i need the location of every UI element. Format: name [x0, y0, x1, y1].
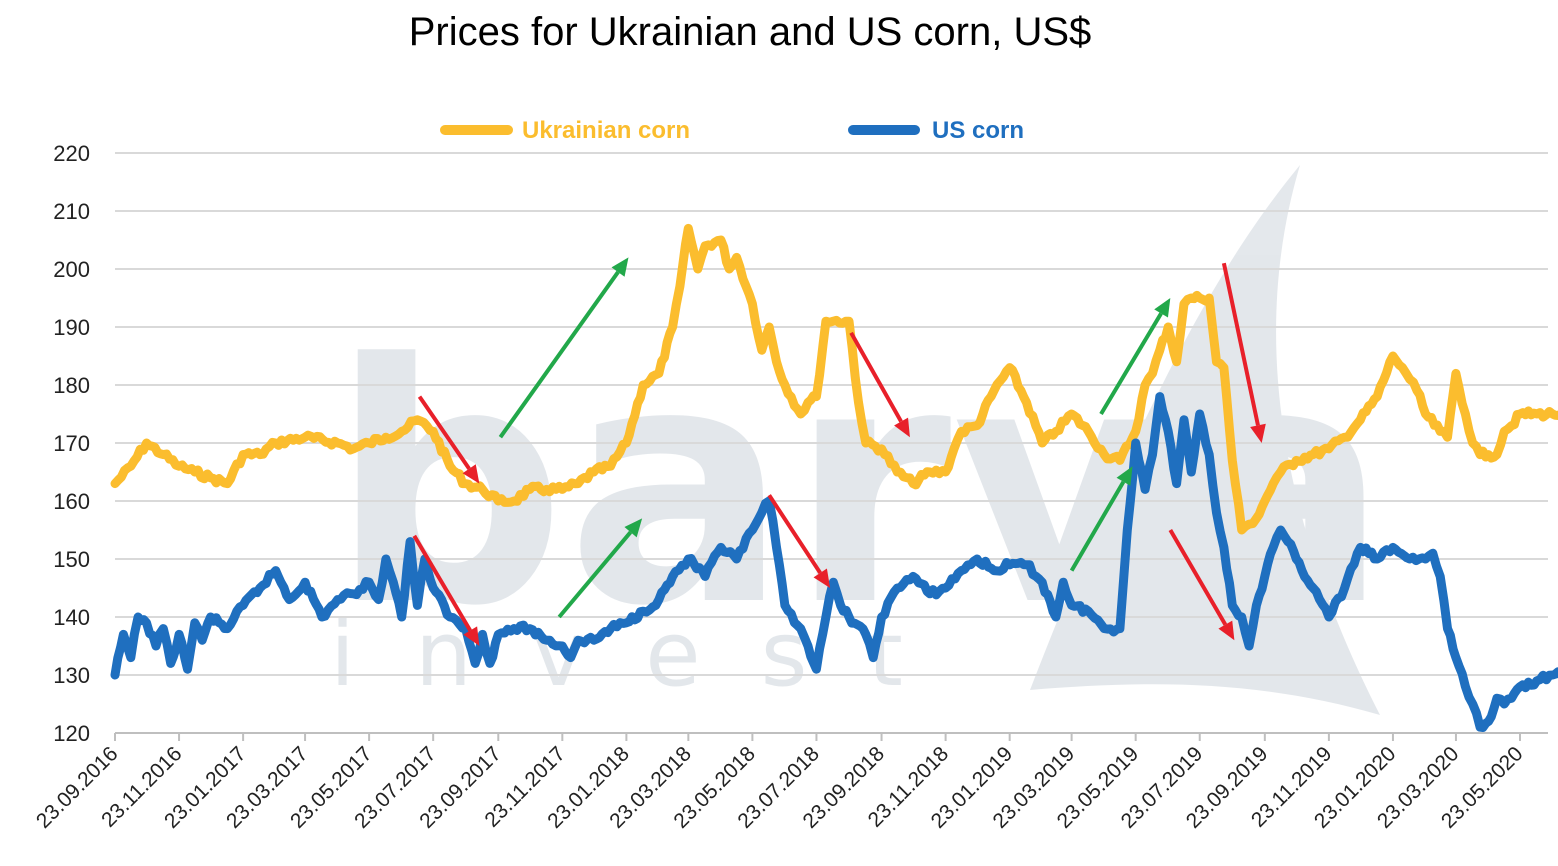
- y-tick-label: 160: [53, 489, 90, 514]
- arrow-shaft: [417, 395, 471, 470]
- y-tick-label: 150: [53, 547, 90, 572]
- arrow-shaft: [767, 494, 822, 575]
- arrow-shaft: [1069, 480, 1126, 572]
- arrow-shaft: [412, 534, 472, 632]
- gridlines: [115, 152, 1548, 734]
- x-axis: 23.09.201623.11.201623.01.201723.03.2017…: [32, 732, 1548, 833]
- arrow-head: [463, 626, 480, 646]
- arrow-shaft: [1221, 262, 1260, 426]
- legend-label-us-corn: US corn: [932, 117, 1024, 144]
- legend: Ukrainian corn US corn: [440, 117, 1024, 144]
- arrow-head: [1154, 298, 1171, 318]
- y-tick-label: 190: [53, 315, 90, 340]
- arrow-shaft: [498, 270, 620, 439]
- y-tick-label: 200: [53, 257, 90, 282]
- up-arrow: [557, 518, 643, 619]
- series-line-us-corn: [110, 392, 1558, 732]
- down-arrow: [1168, 528, 1235, 641]
- y-tick-label: 140: [53, 605, 90, 630]
- arrow-shaft: [1168, 528, 1228, 626]
- down-arrow: [767, 494, 831, 588]
- up-arrow: [1069, 466, 1133, 572]
- down-arrow: [412, 534, 480, 646]
- arrow-shaft: [1099, 312, 1163, 416]
- trend-arrows: [412, 257, 1266, 646]
- y-axis: 120 130 140 150 160 170 180 190 200 210 220: [53, 141, 90, 746]
- arrow-head: [624, 518, 643, 538]
- y-tick-label: 210: [53, 199, 90, 224]
- arrow-head: [462, 464, 480, 484]
- up-arrow: [498, 257, 629, 439]
- y-tick-label: 220: [53, 141, 90, 166]
- y-tick-label: 170: [53, 431, 90, 456]
- arrow-head: [894, 417, 910, 438]
- legend-item-ukrainian-corn: Ukrainian corn: [440, 117, 690, 144]
- arrow-head: [1218, 620, 1235, 641]
- chart-title: Prices for Ukrainian and US corn, US$: [409, 10, 1092, 54]
- y-tick-label: 120: [53, 721, 90, 746]
- series-layer: [110, 223, 1558, 732]
- arrow-head: [1250, 423, 1266, 443]
- legend-label-ukrainian-corn: Ukrainian corn: [522, 117, 690, 144]
- y-tick-label: 180: [53, 373, 90, 398]
- down-arrow: [849, 331, 910, 438]
- arrow-shaft: [557, 530, 633, 619]
- series-line-ukrainian-corn: [110, 223, 1558, 535]
- down-arrow: [417, 395, 480, 484]
- y-tick-label: 130: [53, 663, 90, 688]
- arrow-head: [611, 257, 629, 277]
- arrow-head: [1116, 466, 1133, 486]
- up-arrow: [1099, 298, 1171, 416]
- legend-item-us-corn: US corn: [848, 117, 1024, 144]
- arrow-shaft: [849, 331, 903, 423]
- arrow-head: [813, 568, 831, 588]
- down-arrow: [1221, 262, 1266, 443]
